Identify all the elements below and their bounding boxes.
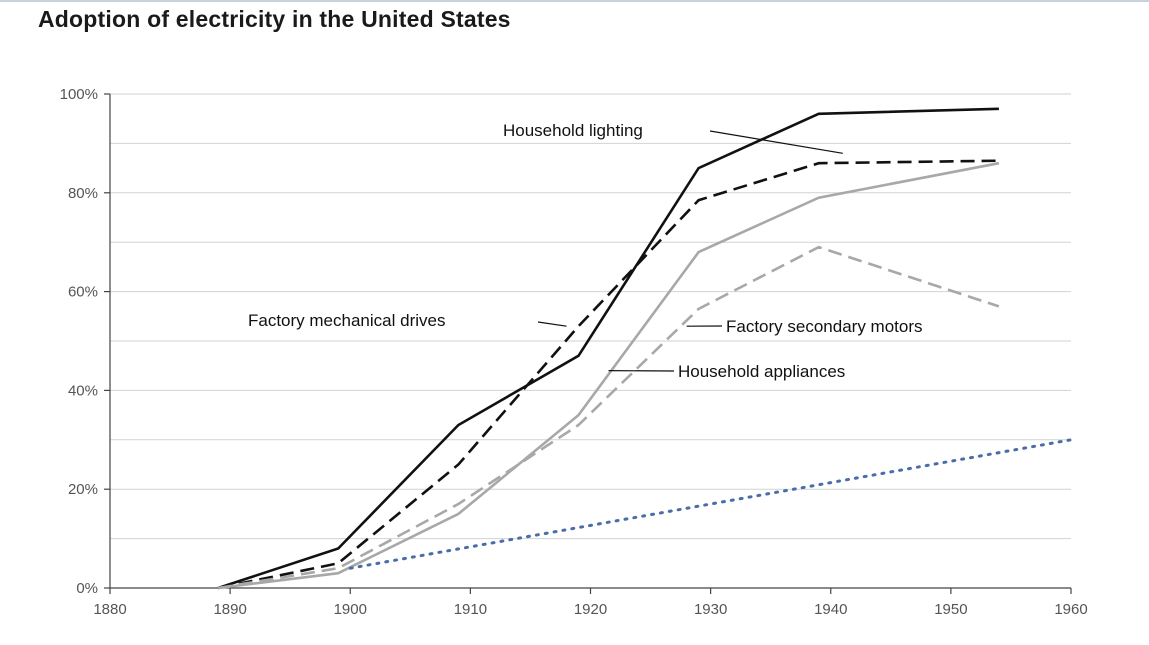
series-line-factory-mechanical-drives (217, 159, 999, 590)
chart-title: Adoption of electricity in the United St… (38, 6, 511, 32)
x-tick-label: 1950 (934, 601, 967, 618)
x-tick-label: 1960 (1054, 601, 1087, 618)
series-lines (217, 107, 1073, 590)
series-label-factory-mechanical-drives: Factory mechanical drives (248, 311, 445, 330)
leader-line-household-lighting (709, 130, 843, 154)
series-line-household-appliances (217, 161, 1000, 590)
y-tick-label: 80% (68, 185, 98, 202)
y-tick-label: 0% (76, 580, 98, 597)
x-tick-label: 1890 (213, 601, 246, 618)
series-labels: Household lighting Factory mechanical dri… (248, 121, 923, 381)
leader-line-factory-mechanical-drives (537, 321, 567, 327)
x-tick-label: 1910 (454, 601, 487, 618)
y-tick-label: 40% (68, 382, 98, 399)
x-tick-label: 1940 (814, 601, 847, 618)
y-tick-label: 20% (68, 481, 98, 498)
y-tick-label: 100% (60, 86, 98, 103)
x-tick-label: 1880 (93, 601, 126, 618)
series-label-household-appliances: Household appliances (678, 362, 845, 381)
series-label-factory-secondary-motors: Factory secondary motors (726, 317, 923, 336)
y-tick-label: 60% (68, 284, 98, 301)
gridlines (110, 93, 1071, 540)
x-tick-label: 1930 (694, 601, 727, 618)
series-line-factory-secondary-motors (217, 245, 1000, 590)
x-tick-label: 1920 (574, 601, 607, 618)
top-rule (0, 0, 1149, 2)
series-label-household-lighting: Household lighting (503, 121, 643, 140)
x-tick-label: 1900 (334, 601, 367, 618)
axes: 0% 20% 40% 60% 80% 100% 1880 1890 1900 1910 1920 19… (60, 86, 1088, 618)
series-line-household-lighting (217, 107, 999, 590)
